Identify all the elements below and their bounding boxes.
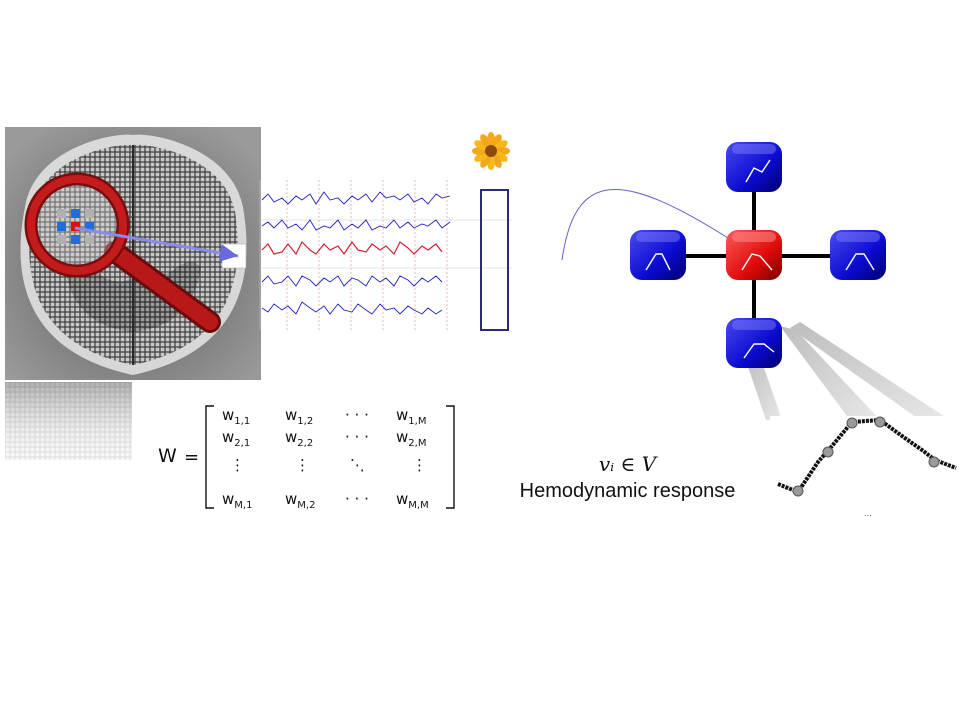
- data-point: [822, 446, 834, 458]
- matrix-cell: w2,1: [222, 428, 251, 449]
- neighbor-voxel-bottom: [71, 235, 80, 244]
- flower-icon: [472, 132, 510, 170]
- matrix-cell: · · ·: [345, 428, 369, 446]
- data-point: [792, 485, 804, 497]
- matrix-cell: wM,M: [396, 490, 429, 511]
- data-point: [928, 456, 940, 468]
- neighbor-voxel-top: [71, 209, 80, 218]
- brain-scan-image: [5, 127, 261, 380]
- matrix-cell: w1,2: [285, 406, 314, 427]
- weight-matrix: W = w1,1 w1,2 · · · w1,M w2,1 w2,2 · · ·…: [150, 400, 460, 515]
- matrix-cell: w1,M: [396, 406, 427, 427]
- neighbor-cube-top: [726, 142, 782, 192]
- neighbor-cube-bottom: [726, 318, 782, 368]
- data-point: [874, 416, 886, 428]
- signal-trace-4: [261, 275, 443, 287]
- signal-trace-selected: [261, 240, 443, 256]
- connector-curve: [561, 188, 729, 261]
- matrix-cell: w2,2: [285, 428, 314, 449]
- vertex-label: vᵢ ∈ V: [598, 452, 657, 476]
- matrix-cell: w1,1: [222, 406, 251, 427]
- hemodynamic-response-plot: ...: [770, 416, 960, 520]
- matrix-cell: ⋱: [350, 456, 365, 474]
- equals-sign: =: [184, 447, 200, 468]
- neighbor-voxel-right: [85, 222, 94, 231]
- matrix-cell: · · ·: [345, 406, 369, 424]
- right-bracket: [446, 405, 455, 509]
- left-bracket: [205, 405, 214, 509]
- matrix-cell: ⋮: [230, 456, 245, 474]
- center-cube-selected: [726, 230, 782, 280]
- selected-voxel: [71, 222, 80, 231]
- neighbor-cube-left: [630, 230, 686, 280]
- matrix-cell: w2,M: [396, 428, 427, 449]
- signal-trace-5: [261, 301, 443, 315]
- ellipsis-label: ...: [864, 509, 872, 518]
- matrix-cell: ⋮: [412, 456, 427, 474]
- matrix-cell: · · ·: [345, 490, 369, 508]
- signal-trace-1: [261, 191, 451, 205]
- matrix-cell: wM,2: [285, 490, 316, 511]
- pointer-arrow: [74, 226, 239, 262]
- neighbor-cube-right: [830, 230, 886, 280]
- voxel-neighborhood-graph: ...: [561, 142, 960, 520]
- time-window-highlight: [480, 189, 509, 331]
- brain-reflection: [5, 382, 132, 460]
- matrix-symbol: W: [158, 445, 177, 467]
- magnifier-icon: [24, 172, 221, 333]
- signal-trace-2: [261, 219, 451, 231]
- hemodynamic-response-label: Hemodynamic response: [519, 480, 736, 502]
- matrix-cell: wM,1: [222, 490, 253, 511]
- data-point: [846, 417, 858, 429]
- matrix-cell: ⋮: [295, 456, 310, 474]
- zoomed-voxel-grid: [57, 209, 94, 244]
- hemodynamic-curve: [777, 417, 957, 495]
- neighbor-voxel-left: [57, 222, 66, 231]
